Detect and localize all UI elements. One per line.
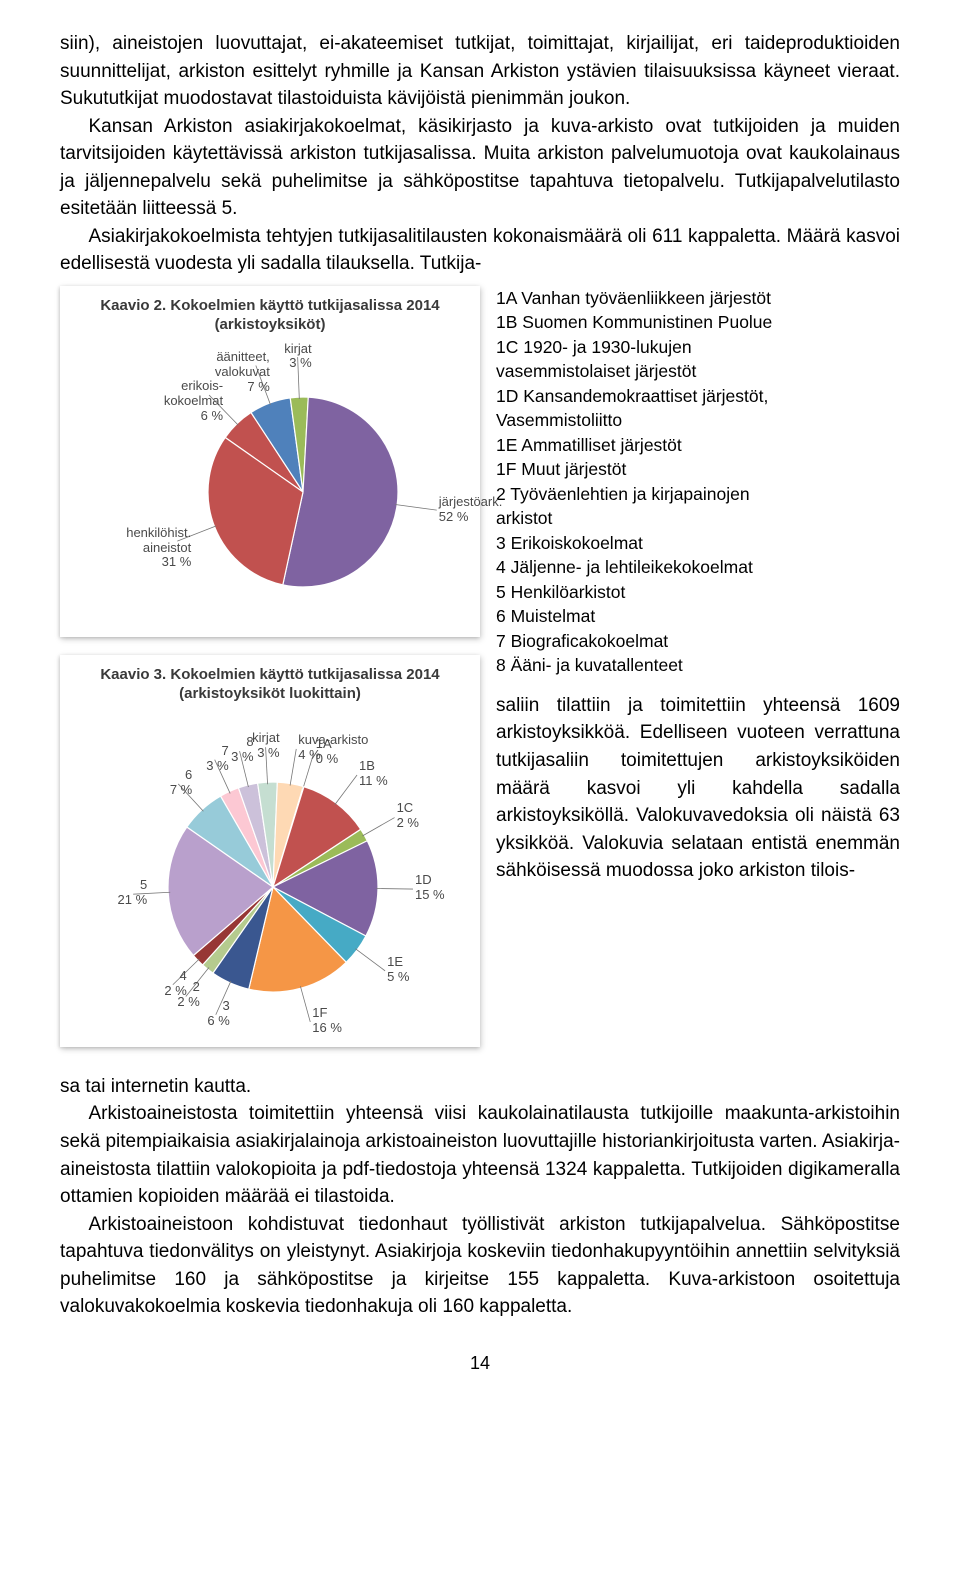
- right-column: 1A Vanhan työväenliikkeen järjestöt1B Su…: [496, 286, 900, 1065]
- chart-3-title: Kaavio 3. Kokoelmien käyttö tutkijasalis…: [73, 666, 467, 704]
- para-1: siin), aineistojen luovuttajat, ei-akate…: [60, 30, 900, 113]
- pie-slice-label: 1B11 %: [359, 759, 443, 789]
- legend-list: 1A Vanhan työväenliikkeen järjestöt1B Su…: [496, 286, 900, 678]
- chart-2-pie: erikois-kokoelmat6 %äänitteet,valokuvat7…: [73, 342, 469, 622]
- legend-line: Vasemmistoliitto: [496, 408, 900, 433]
- pie-slice-label: 521 %: [63, 878, 147, 908]
- legend-line: 1F Muut järjestöt: [496, 457, 900, 482]
- leader-line: [362, 817, 394, 835]
- para-3: Asiakirjakokoelmista tehtyjen tutkijasal…: [60, 223, 900, 278]
- pie-slice-label: 1C2 %: [397, 801, 481, 831]
- leader-line: [376, 888, 413, 889]
- pie-slice-label: 1D15 %: [415, 873, 499, 903]
- pie-slice-label: henkilöhist.aineistot31 %: [107, 526, 191, 571]
- legend-line: 6 Muistelmat: [496, 604, 900, 629]
- para-2: Kansan Arkiston asiakirjakokoelmat, käsi…: [60, 113, 900, 223]
- legend-line: 1A Vanhan työväenliikkeen järjestöt: [496, 286, 900, 311]
- legend-line: 1E Ammatilliset järjestöt: [496, 433, 900, 458]
- pie-slice-label: 1F16 %: [312, 1006, 396, 1036]
- pie2-svg: [73, 342, 469, 622]
- pie-slice-label: 1E5 %: [387, 955, 471, 985]
- leader-line: [300, 986, 310, 1022]
- legend-line: 8 Ääni- ja kuvatallenteet: [496, 653, 900, 678]
- charts-column: Kaavio 2. Kokoelmien käyttö tutkijasalis…: [60, 286, 480, 1065]
- leader-line: [395, 505, 437, 511]
- legend-line: 1D Kansandemokraattiset järjestöt,: [496, 384, 900, 409]
- pie-slice-label: 42 %: [103, 969, 187, 999]
- page-number: 14: [60, 1353, 900, 1374]
- two-column-region: Kaavio 2. Kokoelmien käyttö tutkijasalis…: [60, 286, 900, 1065]
- para-4b: sa tai internetin kautta.: [60, 1073, 900, 1101]
- legend-line: 7 Biograficakokoelmat: [496, 629, 900, 654]
- legend-line: vasemmistolaiset järjestöt: [496, 359, 900, 384]
- chart-2-title: Kaavio 2. Kokoelmien käyttö tutkijasalis…: [73, 297, 467, 335]
- legend-line: 4 Jäljenne- ja lehtileikekokoelmat: [496, 555, 900, 580]
- leader-line: [355, 949, 385, 971]
- chart-3-box: Kaavio 3. Kokoelmien käyttö tutkijasalis…: [60, 655, 480, 1047]
- legend-line: 3 Erikoiskokoelmat: [496, 531, 900, 556]
- legend-line: 5 Henkilöarkistot: [496, 580, 900, 605]
- pie-slice-label: järjestöark.52 %: [439, 495, 523, 525]
- body-text: siin), aineistojen luovuttajat, ei-akate…: [60, 30, 900, 278]
- leader-line: [290, 749, 296, 786]
- pie-slice-label: kirjat3 %: [228, 342, 312, 372]
- legend-line: 1C 1920- ja 1930-lukujen: [496, 335, 900, 360]
- para-5: Arkistoaineistosta toimitettiin yhteensä…: [60, 1100, 900, 1210]
- para-4a: saliin tilattiin ja toimitettiin yhteens…: [496, 692, 900, 885]
- para-6: Arkistoaineistoon kohdistuvat tiedonhaut…: [60, 1211, 900, 1321]
- legend-line: 2 Työväenlehtien ja kirjapainojen: [496, 482, 900, 507]
- pie-slice-label: 67 %: [108, 768, 192, 798]
- pie-slice-label: kirjat3 %: [196, 731, 280, 761]
- legend-line: arkistot: [496, 506, 900, 531]
- leader-line: [335, 775, 357, 805]
- chart-2-box: Kaavio 2. Kokoelmien käyttö tutkijasalis…: [60, 286, 480, 638]
- chart-3-pie: 73 %83 %kirjat3 %kuva-arkisto4 %1A0 %1B1…: [73, 712, 469, 1032]
- body-text-lower: sa tai internetin kautta. Arkistoaineist…: [60, 1073, 900, 1321]
- legend-line: 1B Suomen Kommunistinen Puolue: [496, 310, 900, 335]
